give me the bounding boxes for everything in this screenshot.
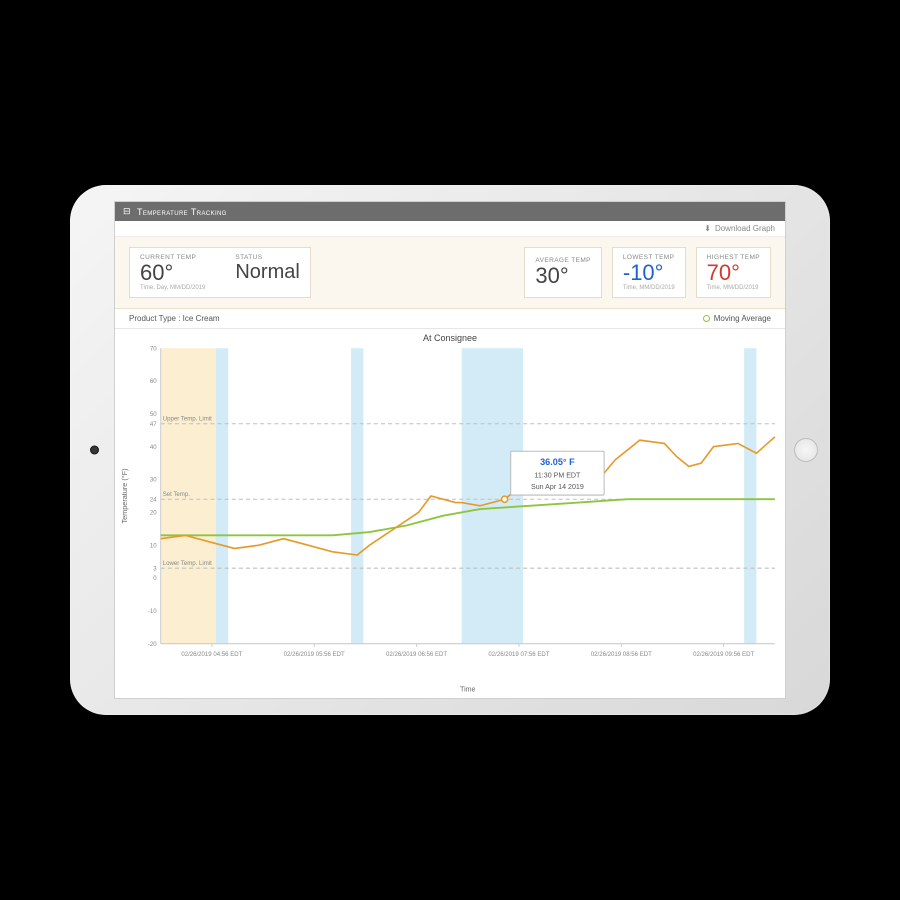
svg-text:02/26/2019 05:56 EDT: 02/26/2019 05:56 EDT bbox=[284, 651, 345, 658]
svg-text:10: 10 bbox=[150, 542, 157, 549]
metric-value: 60° bbox=[140, 262, 205, 284]
tablet-frame: ⊟ Temperature Tracking ⬇ Download Graph … bbox=[70, 185, 830, 715]
product-value: Ice Cream bbox=[183, 314, 220, 323]
svg-text:36.05° F: 36.05° F bbox=[540, 457, 575, 467]
svg-text:40: 40 bbox=[150, 444, 157, 451]
svg-text:-20: -20 bbox=[148, 641, 157, 648]
tablet-camera bbox=[90, 446, 99, 455]
svg-text:Time: Time bbox=[460, 685, 475, 694]
svg-text:02/26/2019 04:56 EDT: 02/26/2019 04:56 EDT bbox=[181, 651, 242, 658]
titlebar: ⊟ Temperature Tracking bbox=[115, 202, 785, 221]
app-screen: ⊟ Temperature Tracking ⬇ Download Graph … bbox=[114, 201, 786, 699]
svg-text:Upper Temp. Limit: Upper Temp. Limit bbox=[163, 416, 212, 423]
metric-value: -10° bbox=[623, 262, 675, 284]
svg-text:60: 60 bbox=[150, 378, 157, 385]
product-type: Product Type : Ice Cream bbox=[129, 314, 220, 323]
svg-text:50: 50 bbox=[150, 411, 157, 418]
spacer bbox=[321, 247, 515, 298]
card-highest: HIGHEST TEMP 70° Time, MM/DD/2019 bbox=[696, 247, 771, 298]
download-graph-link[interactable]: Download Graph bbox=[715, 224, 775, 233]
metric-value: 70° bbox=[707, 262, 760, 284]
chart-area: At Consignee -20 -10 0 3 10 20 24 30 40 47 50 60 70 U… bbox=[115, 329, 785, 698]
svg-text:Sun Apr 14 2019: Sun Apr 14 2019 bbox=[531, 482, 584, 491]
card-current-status: CURRENT TEMP 60° Time, Day, MM/DD/2019 S… bbox=[129, 247, 311, 298]
titlebar-text: Temperature Tracking bbox=[137, 207, 227, 217]
metric-sub: Time, Day, MM/DD/2019 bbox=[140, 285, 205, 291]
svg-text:02/26/2019 09:56 EDT: 02/26/2019 09:56 EDT bbox=[693, 651, 754, 658]
svg-text:47: 47 bbox=[150, 421, 157, 428]
product-label: Product Type : bbox=[129, 314, 180, 323]
metric-sub: Time, MM/DD/2019 bbox=[707, 285, 760, 291]
svg-text:02/26/2019 06:56 EDT: 02/26/2019 06:56 EDT bbox=[386, 651, 447, 658]
svg-text:Temperature (°F): Temperature (°F) bbox=[120, 468, 129, 523]
download-row: ⬇ Download Graph bbox=[115, 221, 785, 237]
svg-text:70: 70 bbox=[150, 345, 157, 352]
legend-moving-average: Moving Average bbox=[703, 314, 771, 323]
metrics-panel: CURRENT TEMP 60° Time, Day, MM/DD/2019 S… bbox=[115, 237, 785, 309]
collapse-icon[interactable]: ⊟ bbox=[123, 206, 131, 217]
svg-text:30: 30 bbox=[150, 477, 157, 484]
svg-text:Lower Temp. Limit: Lower Temp. Limit bbox=[163, 560, 212, 567]
download-icon[interactable]: ⬇ bbox=[704, 224, 711, 233]
svg-text:-10: -10 bbox=[148, 608, 157, 615]
svg-text:20: 20 bbox=[150, 509, 157, 516]
legend-label: Moving Average bbox=[714, 314, 771, 323]
svg-text:11:30 PM EDT: 11:30 PM EDT bbox=[534, 470, 581, 479]
svg-text:24: 24 bbox=[150, 496, 157, 503]
metric-value: Normal bbox=[235, 262, 299, 282]
chart-title: At Consignee bbox=[115, 333, 785, 343]
svg-text:3: 3 bbox=[153, 565, 157, 572]
product-row: Product Type : Ice Cream Moving Average bbox=[115, 309, 785, 329]
tablet-home-button[interactable] bbox=[794, 438, 818, 462]
svg-text:02/26/2019 08:56 EDT: 02/26/2019 08:56 EDT bbox=[591, 651, 652, 658]
metric-sub: Time, MM/DD/2019 bbox=[623, 285, 675, 291]
metric-current: CURRENT TEMP 60° Time, Day, MM/DD/2019 bbox=[140, 254, 205, 291]
card-average: AVERAGE TEMP 30° bbox=[524, 247, 602, 298]
legend-marker-icon bbox=[703, 315, 710, 322]
metric-label: STATUS bbox=[235, 254, 299, 261]
card-lowest: LOWEST TEMP -10° Time, MM/DD/2019 bbox=[612, 247, 686, 298]
svg-text:Set Temp.: Set Temp. bbox=[163, 491, 190, 498]
svg-text:0: 0 bbox=[153, 575, 157, 582]
svg-text:02/26/2019 07:56 EDT: 02/26/2019 07:56 EDT bbox=[488, 651, 549, 658]
metric-value: 30° bbox=[535, 265, 591, 287]
metric-status: STATUS Normal bbox=[235, 254, 299, 291]
temperature-chart: -20 -10 0 3 10 20 24 30 40 47 50 60 70 Upper Temp. Li… bbox=[115, 343, 785, 698]
